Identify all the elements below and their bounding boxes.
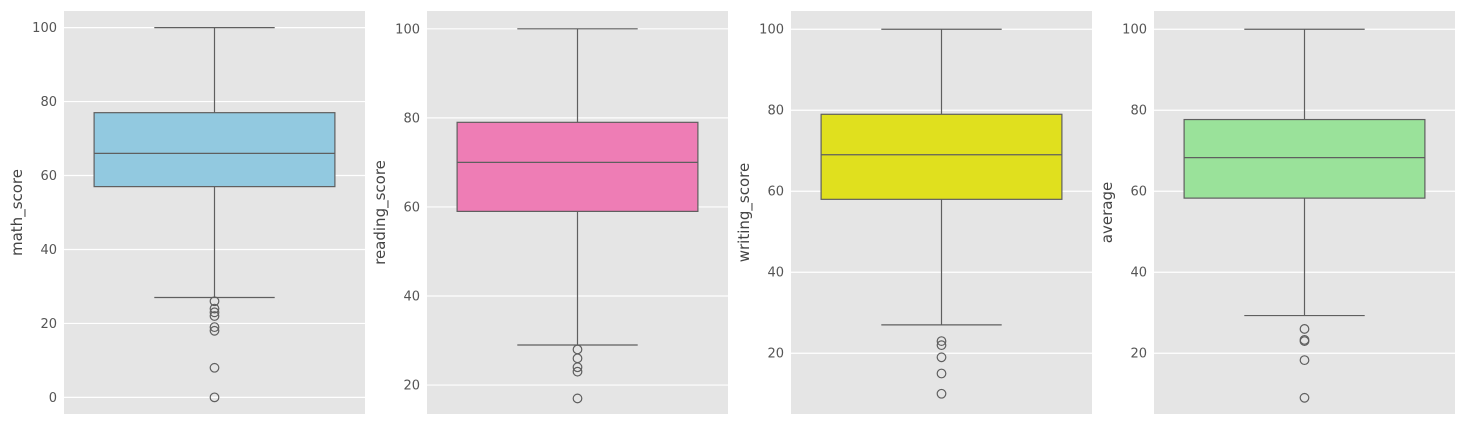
outlier-point: [209, 307, 220, 318]
y-tick-label: 80: [403, 111, 420, 126]
y-axis-label: math_score: [8, 169, 27, 256]
y-tick-label: 60: [403, 200, 420, 215]
outlier-point: [1299, 324, 1310, 334]
outlier-point: [209, 325, 220, 336]
y-tick-label: 80: [767, 104, 784, 119]
outlier-point: [572, 393, 583, 404]
y-tick-label: 20: [767, 347, 784, 362]
subplot-average: 20 40 60 80 100 average: [1098, 11, 1455, 414]
subplot-writing-score: 20 40 60 80 100 writing_score: [735, 11, 1092, 414]
outlier-point: [936, 336, 947, 346]
outlier-point: [209, 296, 220, 307]
y-tick-label: 20: [403, 379, 420, 394]
outlier-point: [1299, 355, 1310, 366]
outlier-point: [936, 352, 947, 363]
y-tick-label: 100: [395, 22, 420, 37]
subplot-reading-score: 20 40 60 80 100 reading_score: [371, 11, 728, 414]
y-tick-label: 20: [40, 317, 57, 332]
y-tick-label: 40: [767, 266, 784, 281]
outlier-point: [936, 368, 947, 379]
outlier-point: [1299, 336, 1310, 346]
y-tick-label: 80: [40, 95, 57, 110]
outlier-point: [1299, 392, 1310, 403]
y-tick-label: 60: [40, 169, 57, 184]
y-tick-labels: 20 40 60 80 100: [1122, 23, 1147, 362]
y-tick-labels: 20 40 60 80 100: [395, 22, 420, 393]
boxplot: [1183, 28, 1426, 403]
iqr-box: [1183, 118, 1426, 199]
y-tick-label: 100: [1122, 23, 1147, 38]
y-tick-label: 40: [1130, 266, 1147, 281]
y-tick-label: 40: [40, 243, 57, 258]
iqr-box: [820, 113, 1063, 200]
subplot-math-score: 0 20 40 60 80 100 math_score: [8, 11, 365, 414]
outlier-point: [572, 366, 583, 377]
iqr-box: [456, 121, 699, 212]
y-tick-label: 0: [49, 391, 57, 406]
y-tick-label: 60: [1130, 185, 1147, 200]
outlier-point: [572, 362, 583, 373]
y-axis-label: writing_score: [735, 163, 754, 263]
outlier-point: [936, 340, 947, 351]
y-tick-label: 20: [1130, 347, 1147, 362]
y-tick-label: 80: [1130, 104, 1147, 119]
outlier-point: [209, 303, 220, 314]
y-tick-label: 100: [32, 21, 57, 36]
y-axis-label: reading_score: [371, 160, 390, 265]
y-tick-labels: 20 40 60 80 100: [759, 23, 784, 362]
boxplot: [456, 28, 699, 404]
outlier-point: [209, 311, 220, 321]
outlier-point: [209, 362, 220, 373]
outlier-point: [209, 392, 220, 403]
y-tick-label: 100: [759, 23, 784, 38]
iqr-box: [93, 112, 336, 188]
y-tick-label: 60: [767, 185, 784, 200]
outlier-point: [209, 322, 220, 333]
outlier-point: [936, 388, 947, 399]
boxplot: [93, 27, 336, 403]
y-tick-label: 40: [403, 289, 420, 304]
y-tick-labels: 0 20 40 60 80 100: [32, 21, 57, 406]
boxplot: [820, 28, 1063, 399]
y-axis-label: average: [1098, 182, 1116, 243]
